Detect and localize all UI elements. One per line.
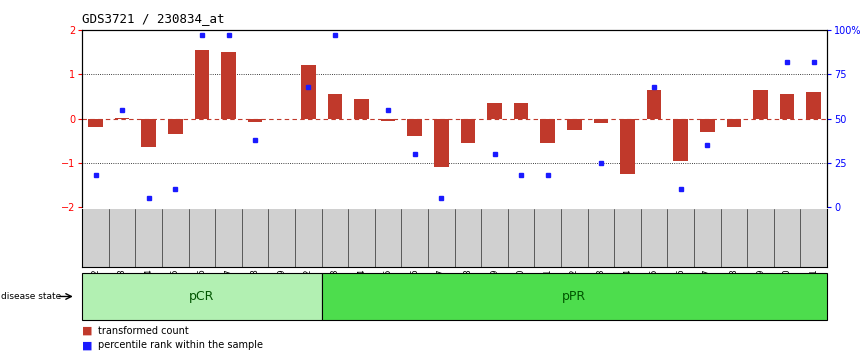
Bar xyxy=(727,119,741,127)
Bar xyxy=(221,52,236,119)
Bar xyxy=(567,119,582,130)
Bar xyxy=(141,119,156,147)
Text: percentile rank within the sample: percentile rank within the sample xyxy=(98,340,263,350)
Bar xyxy=(82,273,321,320)
Bar xyxy=(620,119,635,174)
Bar xyxy=(488,103,502,119)
Bar xyxy=(327,94,342,119)
Bar xyxy=(88,119,103,126)
Bar xyxy=(407,119,422,136)
Text: transformed count: transformed count xyxy=(98,326,189,336)
Bar xyxy=(461,119,475,143)
Bar xyxy=(115,118,130,119)
Bar xyxy=(168,119,183,134)
Text: GDS3721 / 230834_at: GDS3721 / 230834_at xyxy=(82,12,225,25)
Bar xyxy=(301,64,316,119)
Bar xyxy=(248,119,262,122)
Text: disease state: disease state xyxy=(1,292,61,301)
Bar xyxy=(779,94,794,119)
Bar xyxy=(381,119,396,121)
Bar xyxy=(540,119,555,143)
Text: ■: ■ xyxy=(82,340,93,350)
Bar xyxy=(647,90,662,119)
Bar xyxy=(321,273,827,320)
Bar xyxy=(806,92,821,119)
Bar xyxy=(700,119,714,132)
Bar xyxy=(674,119,688,161)
Text: ■: ■ xyxy=(82,326,93,336)
Text: pPR: pPR xyxy=(562,290,586,303)
Bar xyxy=(354,99,369,119)
Text: pCR: pCR xyxy=(190,290,215,303)
Bar xyxy=(195,50,210,119)
Bar xyxy=(753,90,768,119)
Bar xyxy=(514,103,528,119)
Bar xyxy=(434,119,449,167)
Bar xyxy=(593,119,608,123)
